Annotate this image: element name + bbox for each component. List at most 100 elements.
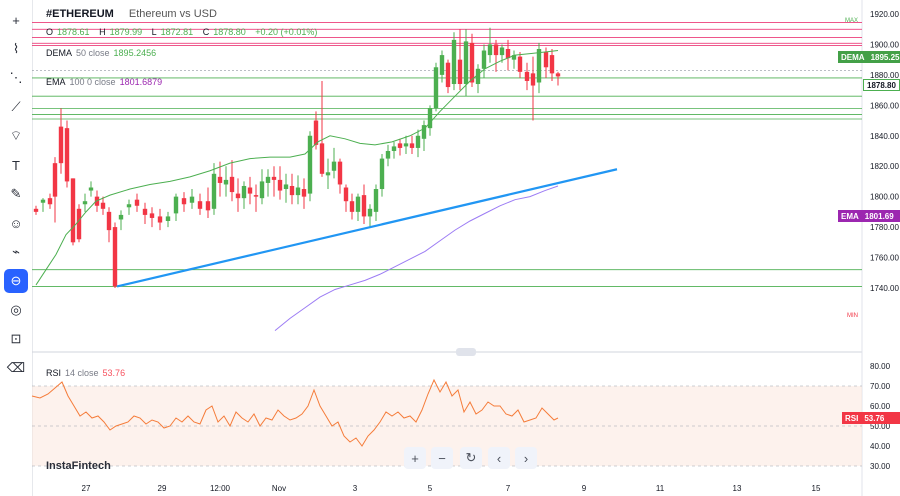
symbol-title[interactable]: #ETHEREUM [46, 8, 114, 20]
candle-body [205, 201, 211, 211]
last-price-badge: 1878.80 [863, 79, 900, 91]
candle-body [223, 179, 229, 185]
zoom-out-button[interactable]: − [431, 447, 453, 469]
candle [403, 135, 409, 155]
rsi-value-badge: RSI 53.76 [842, 412, 900, 424]
candle-body [265, 176, 271, 183]
candle [181, 192, 187, 212]
shapes-icon[interactable]: ⌔ [9, 128, 23, 143]
candle [325, 158, 331, 190]
candle-body [52, 163, 58, 197]
candle [265, 169, 271, 197]
candle [40, 198, 46, 212]
candle [385, 144, 391, 167]
candle-body [235, 193, 241, 199]
dema-value: 1895.2456 [113, 48, 157, 58]
crosshair-icon[interactable]: + [12, 12, 20, 28]
candle-body [277, 179, 283, 191]
time-axis-label: 27 [82, 484, 91, 493]
candle [451, 32, 457, 91]
rsi-axis-label: 40.00 [870, 442, 891, 451]
trend-line-icon[interactable]: ⌇ [12, 41, 20, 56]
candle-body [47, 198, 53, 205]
fib-retracement-icon[interactable]: ⋱ [9, 70, 23, 85]
candle [271, 166, 277, 197]
scroll-left-button[interactable]: ‹ [488, 447, 510, 469]
candle [76, 204, 82, 243]
rsi-name: RSI [46, 368, 62, 378]
time-axis-label: 9 [582, 484, 587, 493]
candle-body [439, 55, 445, 75]
rsi-value: 53.76 [102, 368, 126, 378]
dema-legend[interactable]: DEMA 50 close 1895.2456 [46, 48, 160, 58]
rsi-axis-label: 30.00 [870, 462, 891, 471]
emoji-icon[interactable]: ☺ [9, 215, 23, 231]
candle [487, 27, 493, 63]
candle-body [457, 59, 463, 85]
brush-icon[interactable]: ✎ [10, 186, 22, 201]
candle [70, 178, 76, 246]
ema-line [274, 185, 559, 331]
zoom-in-icon: + [411, 450, 419, 466]
rsi-axis-label: 60.00 [870, 402, 891, 411]
candle [88, 181, 94, 197]
rsi-line [31, 378, 559, 447]
hide-icon[interactable]: ◎ [10, 302, 22, 317]
candle-body [189, 196, 195, 203]
measure-icon[interactable]: ⌁ [12, 244, 20, 259]
candle [415, 129, 421, 158]
price-axis-label: 1840.00 [870, 132, 899, 141]
price-axis-label: 1740.00 [870, 284, 899, 293]
ema-name: EMA [46, 77, 66, 87]
text-icon[interactable]: T [12, 157, 20, 173]
candle-body [427, 108, 433, 129]
price-axis-label: 1820.00 [870, 162, 899, 171]
candle-body [421, 125, 427, 139]
lock-icon[interactable]: ⊡ [10, 331, 22, 346]
candle [536, 42, 542, 94]
candle [469, 33, 475, 88]
candle-body [415, 135, 421, 148]
time-axis-label: 15 [812, 484, 821, 493]
candle-body [445, 62, 451, 88]
dema-price-badge: DEMA 1895.25 [838, 51, 900, 63]
time-axis-label: 7 [506, 484, 511, 493]
candle [409, 135, 415, 155]
candle-body [64, 128, 70, 182]
candle-body [241, 185, 247, 199]
candle [421, 120, 427, 151]
delete-icon[interactable]: ⌫ [6, 360, 26, 375]
candle-body [331, 161, 337, 171]
pattern-icon[interactable]: ⟋ [11, 99, 21, 114]
candle-body [126, 204, 132, 208]
candle-body [397, 143, 403, 148]
candle [343, 184, 349, 212]
dema-name: DEMA [46, 48, 73, 58]
candle [58, 108, 64, 174]
candle [100, 196, 106, 215]
ohlc-open-value: 1878.61 [57, 27, 90, 37]
candle-body [100, 202, 106, 209]
candle [349, 193, 355, 220]
zoom-in-button[interactable]: + [404, 447, 426, 469]
scroll-right-button[interactable]: › [515, 447, 537, 469]
candle [481, 44, 487, 78]
candle-body [142, 208, 148, 215]
rsi-axis-label: 70.00 [870, 382, 891, 391]
candle [82, 193, 88, 212]
reset-chart-button[interactable]: ↻ [460, 447, 482, 469]
candle-body [555, 73, 561, 77]
magnet-icon[interactable]: ⊖ [4, 269, 28, 293]
rsi-legend[interactable]: RSI 14 close 53.76 [46, 368, 129, 378]
pane-resize-handle [456, 348, 476, 356]
candle-body [307, 135, 313, 194]
candle [259, 169, 265, 205]
candle [543, 47, 549, 78]
ohlc-low-label: L [151, 27, 157, 37]
candle [33, 205, 39, 215]
candle-body [40, 199, 46, 203]
candle [229, 160, 235, 202]
ema-legend[interactable]: EMA 100 0 close 1801.6879 [46, 77, 166, 87]
candle [47, 193, 53, 209]
